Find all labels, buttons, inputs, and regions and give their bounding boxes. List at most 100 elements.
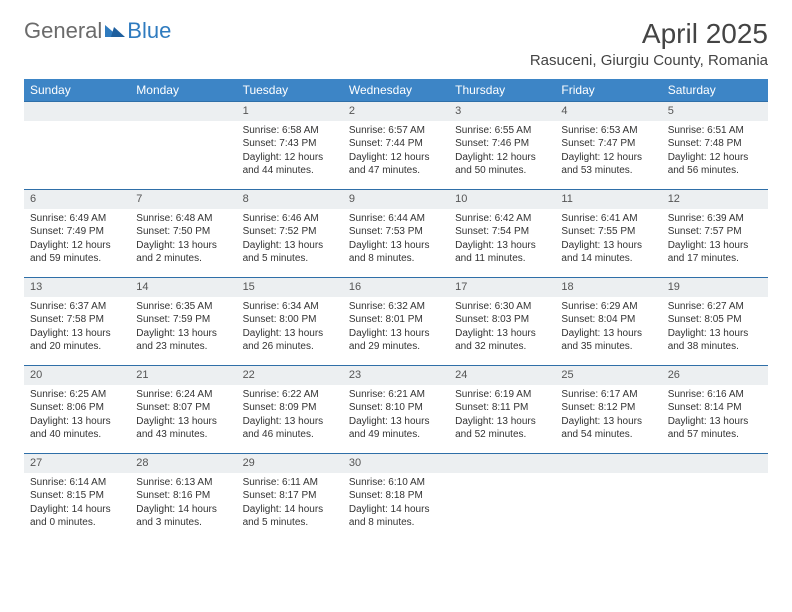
- day-sunset: Sunset: 7:50 PM: [136, 225, 230, 239]
- day-daylight2: and 46 minutes.: [243, 428, 337, 442]
- day-body: Sunrise: 6:37 AMSunset: 7:58 PMDaylight:…: [24, 297, 130, 358]
- day-sunrise: Sunrise: 6:11 AM: [243, 476, 337, 490]
- day-number: 25: [555, 366, 661, 385]
- day-daylight2: and 57 minutes.: [668, 428, 762, 442]
- calendar-day-cell: 17Sunrise: 6:30 AMSunset: 8:03 PMDayligh…: [449, 278, 555, 366]
- day-daylight2: and 5 minutes.: [243, 516, 337, 530]
- day-daylight2: and 47 minutes.: [349, 164, 443, 178]
- calendar-day-cell: 11Sunrise: 6:41 AMSunset: 7:55 PMDayligh…: [555, 190, 661, 278]
- day-sunrise: Sunrise: 6:35 AM: [136, 300, 230, 314]
- day-number: 30: [343, 454, 449, 473]
- day-number: 13: [24, 278, 130, 297]
- day-body: Sunrise: 6:11 AMSunset: 8:17 PMDaylight:…: [237, 473, 343, 534]
- calendar-day-cell: 16Sunrise: 6:32 AMSunset: 8:01 PMDayligh…: [343, 278, 449, 366]
- day-body: Sunrise: 6:46 AMSunset: 7:52 PMDaylight:…: [237, 209, 343, 270]
- weekday-header: Wednesday: [343, 79, 449, 102]
- calendar-day-cell: 18Sunrise: 6:29 AMSunset: 8:04 PMDayligh…: [555, 278, 661, 366]
- day-sunrise: Sunrise: 6:51 AM: [668, 124, 762, 138]
- day-daylight1: Daylight: 13 hours: [243, 327, 337, 341]
- day-body: Sunrise: 6:17 AMSunset: 8:12 PMDaylight:…: [555, 385, 661, 446]
- day-daylight2: and 5 minutes.: [243, 252, 337, 266]
- day-sunset: Sunset: 7:59 PM: [136, 313, 230, 327]
- calendar-table: SundayMondayTuesdayWednesdayThursdayFrid…: [24, 79, 768, 542]
- day-daylight1: Daylight: 12 hours: [668, 151, 762, 165]
- day-sunset: Sunset: 8:15 PM: [30, 489, 124, 503]
- day-number: 11: [555, 190, 661, 209]
- calendar-day-cell: 19Sunrise: 6:27 AMSunset: 8:05 PMDayligh…: [662, 278, 768, 366]
- day-daylight1: Daylight: 13 hours: [349, 327, 443, 341]
- day-body: Sunrise: 6:29 AMSunset: 8:04 PMDaylight:…: [555, 297, 661, 358]
- day-sunrise: Sunrise: 6:46 AM: [243, 212, 337, 226]
- day-number: [662, 454, 768, 473]
- day-sunset: Sunset: 8:01 PM: [349, 313, 443, 327]
- day-daylight2: and 44 minutes.: [243, 164, 337, 178]
- day-number: [555, 454, 661, 473]
- day-body: Sunrise: 6:13 AMSunset: 8:16 PMDaylight:…: [130, 473, 236, 534]
- day-sunrise: Sunrise: 6:44 AM: [349, 212, 443, 226]
- day-daylight2: and 26 minutes.: [243, 340, 337, 354]
- calendar-day-cell: 29Sunrise: 6:11 AMSunset: 8:17 PMDayligh…: [237, 454, 343, 542]
- day-body: Sunrise: 6:19 AMSunset: 8:11 PMDaylight:…: [449, 385, 555, 446]
- calendar-day-cell: 22Sunrise: 6:22 AMSunset: 8:09 PMDayligh…: [237, 366, 343, 454]
- day-sunrise: Sunrise: 6:13 AM: [136, 476, 230, 490]
- day-daylight2: and 52 minutes.: [455, 428, 549, 442]
- day-sunrise: Sunrise: 6:19 AM: [455, 388, 549, 402]
- day-sunset: Sunset: 8:07 PM: [136, 401, 230, 415]
- calendar-day-cell: 8Sunrise: 6:46 AMSunset: 7:52 PMDaylight…: [237, 190, 343, 278]
- day-sunrise: Sunrise: 6:58 AM: [243, 124, 337, 138]
- day-daylight1: Daylight: 13 hours: [561, 239, 655, 253]
- day-daylight2: and 59 minutes.: [30, 252, 124, 266]
- day-body: Sunrise: 6:32 AMSunset: 8:01 PMDaylight:…: [343, 297, 449, 358]
- calendar-day-cell: 20Sunrise: 6:25 AMSunset: 8:06 PMDayligh…: [24, 366, 130, 454]
- calendar-day-cell: 26Sunrise: 6:16 AMSunset: 8:14 PMDayligh…: [662, 366, 768, 454]
- day-sunrise: Sunrise: 6:53 AM: [561, 124, 655, 138]
- day-daylight2: and 56 minutes.: [668, 164, 762, 178]
- calendar-day-cell: [555, 454, 661, 542]
- day-body: Sunrise: 6:58 AMSunset: 7:43 PMDaylight:…: [237, 121, 343, 182]
- location-text: Rasuceni, Giurgiu County, Romania: [530, 52, 768, 69]
- calendar-day-cell: [662, 454, 768, 542]
- day-daylight1: Daylight: 12 hours: [243, 151, 337, 165]
- calendar-day-cell: 9Sunrise: 6:44 AMSunset: 7:53 PMDaylight…: [343, 190, 449, 278]
- day-sunrise: Sunrise: 6:32 AM: [349, 300, 443, 314]
- day-sunrise: Sunrise: 6:27 AM: [668, 300, 762, 314]
- day-body: Sunrise: 6:14 AMSunset: 8:15 PMDaylight:…: [24, 473, 130, 534]
- calendar-day-cell: 30Sunrise: 6:10 AMSunset: 8:18 PMDayligh…: [343, 454, 449, 542]
- page-title: April 2025: [530, 18, 768, 50]
- calendar-day-cell: 23Sunrise: 6:21 AMSunset: 8:10 PMDayligh…: [343, 366, 449, 454]
- calendar-day-cell: [449, 454, 555, 542]
- day-daylight2: and 8 minutes.: [349, 252, 443, 266]
- day-daylight1: Daylight: 13 hours: [136, 239, 230, 253]
- day-daylight1: Daylight: 14 hours: [243, 503, 337, 517]
- day-sunset: Sunset: 7:52 PM: [243, 225, 337, 239]
- day-daylight1: Daylight: 13 hours: [455, 327, 549, 341]
- calendar-week-row: 6Sunrise: 6:49 AMSunset: 7:49 PMDaylight…: [24, 190, 768, 278]
- day-daylight2: and 23 minutes.: [136, 340, 230, 354]
- day-daylight1: Daylight: 13 hours: [668, 415, 762, 429]
- day-body: Sunrise: 6:48 AMSunset: 7:50 PMDaylight:…: [130, 209, 236, 270]
- day-number: 3: [449, 102, 555, 121]
- day-sunrise: Sunrise: 6:34 AM: [243, 300, 337, 314]
- calendar-day-cell: 7Sunrise: 6:48 AMSunset: 7:50 PMDaylight…: [130, 190, 236, 278]
- day-body: Sunrise: 6:42 AMSunset: 7:54 PMDaylight:…: [449, 209, 555, 270]
- day-number: 20: [24, 366, 130, 385]
- day-daylight1: Daylight: 12 hours: [455, 151, 549, 165]
- calendar-day-cell: 12Sunrise: 6:39 AMSunset: 7:57 PMDayligh…: [662, 190, 768, 278]
- day-sunset: Sunset: 7:46 PM: [455, 137, 549, 151]
- day-body: Sunrise: 6:30 AMSunset: 8:03 PMDaylight:…: [449, 297, 555, 358]
- day-number: 27: [24, 454, 130, 473]
- day-sunrise: Sunrise: 6:49 AM: [30, 212, 124, 226]
- day-number: 15: [237, 278, 343, 297]
- day-number: 26: [662, 366, 768, 385]
- day-body: Sunrise: 6:51 AMSunset: 7:48 PMDaylight:…: [662, 121, 768, 182]
- day-number: 21: [130, 366, 236, 385]
- day-sunset: Sunset: 8:05 PM: [668, 313, 762, 327]
- logo-triangle-icon: [105, 21, 125, 42]
- calendar-body: 1Sunrise: 6:58 AMSunset: 7:43 PMDaylight…: [24, 102, 768, 542]
- day-sunrise: Sunrise: 6:57 AM: [349, 124, 443, 138]
- day-sunset: Sunset: 7:47 PM: [561, 137, 655, 151]
- day-number: 18: [555, 278, 661, 297]
- day-number: 9: [343, 190, 449, 209]
- calendar-day-cell: 15Sunrise: 6:34 AMSunset: 8:00 PMDayligh…: [237, 278, 343, 366]
- day-sunrise: Sunrise: 6:30 AM: [455, 300, 549, 314]
